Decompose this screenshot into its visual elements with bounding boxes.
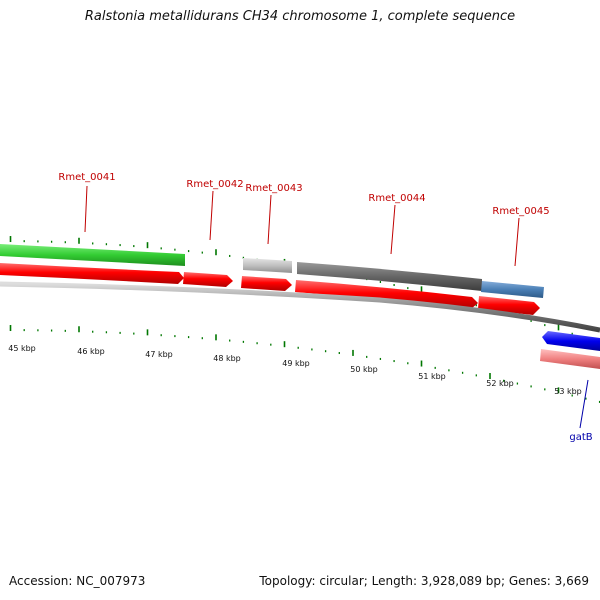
gene-rmet0044-bar[interactable] <box>297 262 482 291</box>
label-leaders <box>84 185 520 267</box>
kbp-label-49: 49 kbp <box>282 359 310 368</box>
label-rmet0044[interactable]: Rmet_0044 <box>368 193 425 204</box>
label-rmet0042[interactable]: Rmet_0042 <box>186 179 243 190</box>
cds-rmet0044-arrow[interactable] <box>295 280 478 309</box>
kbp-label-46: 46 kbp <box>77 347 105 356</box>
kbp-label-50: 50 kbp <box>350 365 378 374</box>
accession-text: Accession: NC_007973 <box>9 574 146 588</box>
kbp-label-51: 51 kbp <box>418 372 446 381</box>
kbp-label-48: 48 kbp <box>213 354 241 363</box>
topology-summary: Topology: circular; Length: 3,928,089 bp… <box>259 574 589 588</box>
gene-rmet0045-bar[interactable] <box>481 281 544 298</box>
cds-rmet0042-arrow[interactable] <box>183 272 233 287</box>
kbp-label-53: 53 kbp <box>554 387 582 396</box>
kbp-label-47: 47 kbp <box>145 350 173 359</box>
kbp-label-45: 45 kbp <box>8 344 36 353</box>
label-rmet0043[interactable]: Rmet_0043 <box>245 183 302 194</box>
gene-rmet0041-bar[interactable] <box>0 244 185 266</box>
gene-gatb-arrow[interactable] <box>542 331 600 351</box>
gene-gatb-pink-bar[interactable] <box>540 349 600 369</box>
cds-rmet0043-arrow[interactable] <box>241 276 292 291</box>
kbp-tick-ring <box>9 325 600 403</box>
gene-rmet0043-bar[interactable] <box>243 258 292 273</box>
label-rmet0041[interactable]: Rmet_0041 <box>58 172 115 183</box>
kbp-label-52: 52 kbp <box>486 379 514 388</box>
label-gatb[interactable]: gatB <box>569 432 592 443</box>
cds-rmet0041-arrow[interactable] <box>0 263 184 284</box>
label-rmet0045[interactable]: Rmet_0045 <box>492 206 549 217</box>
gatb-leader <box>579 379 589 429</box>
map-title: Ralstonia metallidurans CH34 chromosome … <box>84 9 516 24</box>
genome-backbone <box>0 281 600 333</box>
